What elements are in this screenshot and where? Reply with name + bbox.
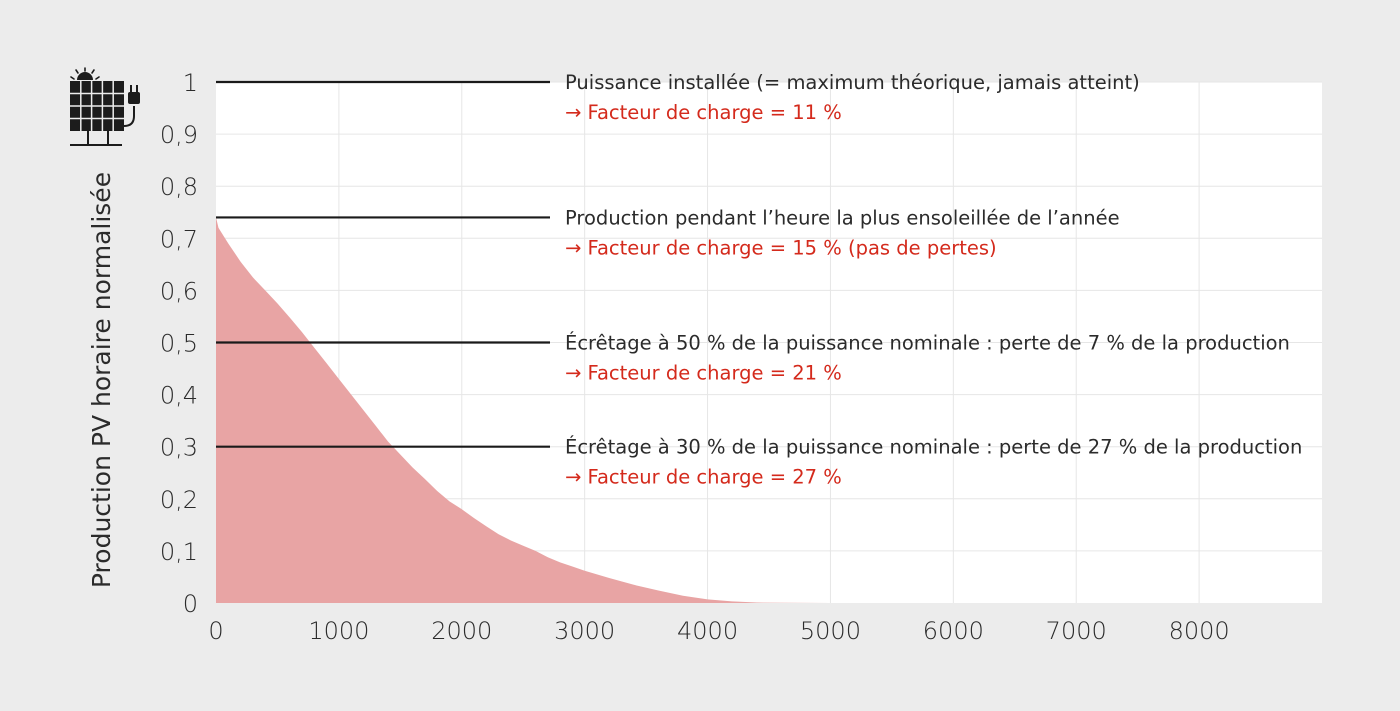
production-area [216, 217, 1293, 603]
y-tick-label: 0,3 [160, 434, 198, 462]
annotation-sublabel: → Facteur de charge = 27 % [565, 466, 842, 489]
y-tick-label: 0 [183, 590, 198, 618]
y-tick-label: 0,5 [160, 330, 198, 358]
annotation-sublabel: → Facteur de charge = 11 % [565, 101, 842, 124]
x-tick-label: 2000 [431, 617, 492, 645]
reference-lines [216, 80, 550, 448]
x-tick-label: 4000 [677, 617, 738, 645]
x-tick-label: 0 [208, 617, 223, 645]
y-tick-label: 0,9 [160, 121, 198, 149]
x-tick-label: 5000 [800, 617, 861, 645]
y-tick-label: 0,2 [160, 486, 198, 514]
y-tick-label: 0,6 [160, 277, 198, 305]
x-tick-label: 1000 [308, 617, 369, 645]
annotation-label: Écrêtage à 50 % de la puissance nominale… [565, 332, 1290, 355]
x-tick-label: 6000 [923, 617, 984, 645]
annotation-sublabel: → Facteur de charge = 15 % (pas de perte… [565, 236, 997, 259]
x-axis-ticks: 0 1000 2000 3000 4000 5000 6000 7000 8000 [208, 617, 1229, 645]
annotation-sublabel: → Facteur de charge = 21 % [565, 362, 842, 385]
annotation-label: Puissance installée (= maximum théorique… [565, 71, 1140, 94]
x-tick-label: 3000 [554, 617, 615, 645]
y-axis-ticks: 0 0,1 0,2 0,3 0,4 0,5 0,6 0,7 0,8 0,9 1 [160, 69, 198, 618]
y-tick-label: 1 [183, 69, 198, 97]
y-tick-label: 0,7 [160, 225, 198, 253]
x-tick-label: 8000 [1169, 617, 1230, 645]
solar-panel-plug-icon [70, 67, 140, 146]
annotation-label: Écrêtage à 30 % de la puissance nominale… [565, 436, 1302, 459]
annotation-label: Production pendant l’heure la plus ensol… [565, 206, 1120, 229]
y-tick-label: 0,4 [160, 382, 198, 410]
y-tick-label: 0,1 [160, 538, 198, 566]
annotations: Puissance installée (= maximum théorique… [565, 71, 1302, 489]
y-axis-title: Production PV horaire normalisée [87, 172, 116, 588]
y-tick-label: 0,8 [160, 173, 198, 201]
x-tick-label: 7000 [1046, 617, 1107, 645]
